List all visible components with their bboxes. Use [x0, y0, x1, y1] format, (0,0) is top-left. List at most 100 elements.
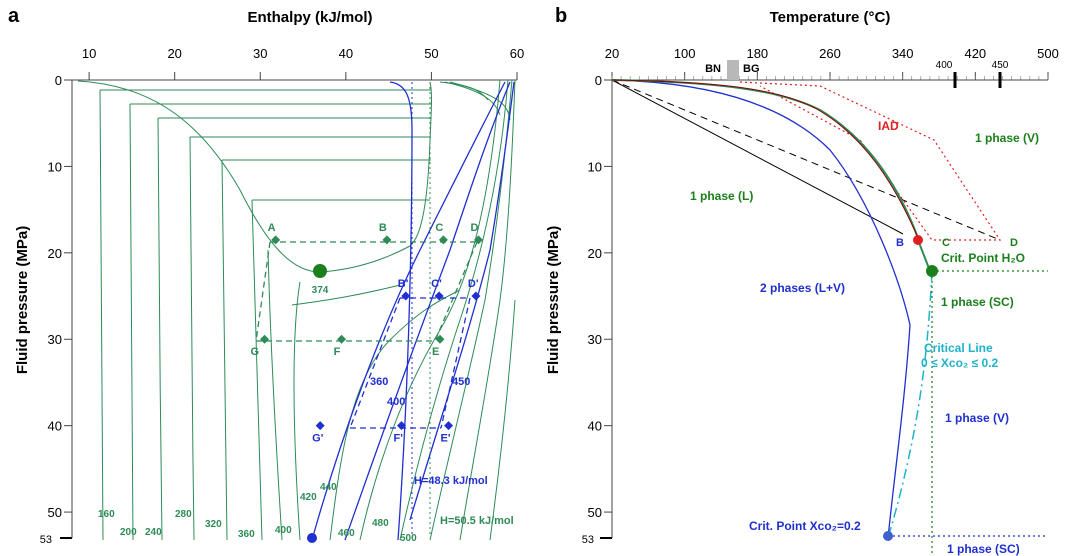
b-xtick-label: 420 [964, 46, 986, 61]
crit-h2o-label: Crit. Point H₂O [941, 251, 1025, 265]
isotherm-label-160: 160 [98, 509, 115, 520]
boiling-curve-red [611, 79, 919, 239]
label-b: B [896, 237, 904, 249]
iad-region [739, 81, 1002, 241]
tick-400-label: 400 [936, 60, 953, 71]
a-xtick-label: 40 [339, 46, 353, 61]
a-xtick-label: 20 [167, 46, 181, 61]
a-ytick-53-label: 53 [40, 534, 52, 546]
bn-label: BN [705, 63, 721, 75]
iad-label: IAD [878, 119, 899, 133]
point-label-E': E' [441, 433, 451, 445]
b-xtick-label: 340 [892, 46, 914, 61]
a-ytick-label: 40 [48, 419, 62, 434]
critical-point-label: 374 [312, 285, 329, 296]
a-xtick-label: 50 [424, 46, 438, 61]
enthalpy-label-48: H=48.3 kJ/mol [414, 475, 488, 487]
panel-a-x-ticks: 10 20 30 40 50 60 [82, 46, 524, 80]
isotherm-label-400: 400 [275, 525, 292, 536]
point-label-F: F [334, 346, 341, 358]
point-marker-E' [444, 421, 454, 431]
isotherm-label-440: 440 [320, 482, 337, 493]
b-ytick-label: 30 [588, 332, 602, 347]
b-ytick-53-label: 53 [582, 534, 594, 546]
panel-a-process-lines [255, 241, 478, 429]
isotherm-label-460: 460 [338, 528, 355, 539]
a-ytick-label: 10 [48, 159, 62, 174]
point-label-D': D' [468, 278, 479, 290]
panel-a: a Enthalpy (kJ/mol) Fluid pressure (MPa)… [8, 5, 524, 546]
point-label-B': B' [398, 278, 409, 290]
dashed-line-d [611, 79, 1001, 241]
point-marker-A [271, 235, 281, 245]
b-xtick-label: 180 [746, 46, 768, 61]
b-ytick-label: 0 [595, 73, 602, 88]
region-1-phase-l: 1 phase (L) [690, 189, 753, 203]
point-label-E: E [432, 346, 439, 358]
panel-b-xlabel: Temperature (°C) [770, 9, 891, 26]
isotherm-label-500: 500 [400, 533, 417, 544]
b-ytick-label: 10 [588, 159, 602, 174]
point-marker-G' [315, 421, 325, 431]
a-xtick-label: 30 [253, 46, 267, 61]
boiling-curve-green [611, 79, 919, 239]
panel-a-ylabel: Fluid pressure (MPa) [14, 226, 31, 374]
panel-a-y-ticks: 0 10 20 30 40 50 53 [40, 73, 72, 546]
panel-a-points: A B C D E F G B' C' D' E' F' G' [251, 222, 483, 445]
b-xtick-label: 500 [1037, 46, 1059, 61]
b-ytick-label: 40 [588, 419, 602, 434]
point-label-D: D [470, 222, 478, 234]
blue-isotherm-label-360: 360 [370, 376, 388, 388]
region-1-phase-v-blue: 1 phase (V) [945, 411, 1009, 425]
crit-point-co2 [883, 531, 893, 541]
a-xtick-label: 60 [510, 46, 524, 61]
region-1-phase-sc-blue: 1 phase (SC) [947, 542, 1020, 556]
red-point [913, 235, 923, 245]
point-label-G': G' [312, 433, 324, 445]
panel-b-y-ticks: 0 10 20 30 40 50 53 [582, 73, 612, 546]
panel-a-blue-isotherms [311, 81, 515, 541]
critical-point-marker [313, 264, 327, 278]
point-marker-C' [434, 291, 444, 301]
point-label-B: B [379, 222, 387, 234]
region-1-phase-v-green: 1 phase (V) [975, 131, 1039, 145]
point-label-F': F' [393, 433, 403, 445]
blue-isotherm-label-400: 400 [387, 396, 405, 408]
a-xtick-label: 10 [82, 46, 96, 61]
point-marker-F' [396, 421, 406, 431]
b-xtick-label: 20 [605, 46, 619, 61]
panel-a-green-isotherms [77, 79, 516, 541]
enthalpy-label-50: H=50.5 kJ/mol [440, 515, 514, 527]
panel-b: b Temperature (°C) Fluid pressure (MPa) … [545, 5, 1059, 556]
a-ytick-label: 20 [48, 246, 62, 261]
crit-co2-label: Crit. Point Xco₂=0.2 [749, 519, 861, 533]
isotherm-label-360: 360 [238, 529, 255, 540]
panel-b-ylabel: Fluid pressure (MPa) [545, 226, 562, 374]
label-c: C [942, 237, 950, 249]
label-d: D [1010, 237, 1018, 249]
point-marker-F [337, 334, 347, 344]
bn-bg-bar [727, 60, 739, 80]
a-ytick-label: 30 [48, 332, 62, 347]
b-ytick-label: 50 [588, 505, 602, 520]
panel-b-label: b [555, 5, 567, 27]
point-label-G: G [251, 346, 260, 358]
a-ytick-label: 0 [55, 73, 62, 88]
point-marker-B [382, 235, 392, 245]
point-marker-C [438, 235, 448, 245]
a-ytick-label: 50 [48, 505, 62, 520]
saturation-dome [77, 80, 432, 273]
b-xtick-label: 260 [819, 46, 841, 61]
bg-label: BG [743, 63, 760, 75]
b-ytick-label: 20 [588, 246, 602, 261]
crit-point-h2o [926, 265, 938, 277]
region-2-phases: 2 phases (L+V) [760, 281, 845, 295]
isotherm-label-280: 280 [175, 509, 192, 520]
critical-line [887, 270, 933, 539]
blue-isotherm-label-450: 450 [452, 376, 470, 388]
point-marker-D' [471, 291, 481, 301]
b-xtick-label: 100 [674, 46, 696, 61]
isotherm-label-420: 420 [300, 492, 317, 503]
